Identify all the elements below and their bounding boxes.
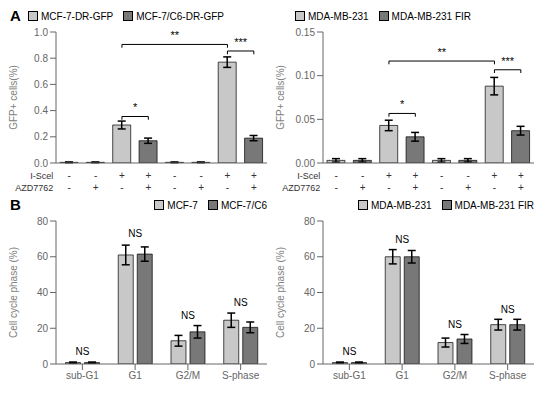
svg-text:0.8: 0.8 [34,53,48,64]
svg-text:+: + [518,182,524,193]
svg-text:0.2: 0.2 [34,131,48,142]
svg-text:sub-G1: sub-G1 [66,370,99,381]
svg-text:NS: NS [128,228,142,239]
svg-text:-: - [387,182,390,193]
svg-text:NS: NS [342,346,356,357]
svg-text:+: + [145,182,151,193]
svg-text:S-phase: S-phase [222,370,260,381]
svg-text:NS: NS [234,297,248,308]
svg-text:-: - [440,182,443,193]
svg-text:-: - [173,182,176,193]
svg-text:-: - [493,182,496,193]
svg-text:-: - [226,182,229,193]
svg-text:GFP+ cells(%): GFP+ cells(%) [275,65,286,130]
svg-text:**: ** [170,29,179,41]
svg-text:+: + [412,182,418,193]
svg-text:G1: G1 [128,370,142,381]
svg-text:AZD7762: AZD7762 [282,183,320,193]
svg-text:-: - [199,170,202,181]
svg-text:-: - [68,182,71,193]
svg-text:0.10: 0.10 [296,70,316,81]
svg-text:60: 60 [37,251,49,262]
svg-text:Cell cycle phase (%): Cell cycle phase (%) [8,247,19,338]
svg-text:G2/M: G2/M [176,370,200,381]
svg-text:+: + [145,170,151,181]
svg-text:40: 40 [37,287,49,298]
html-text:MDA-MB-231 FIR: MDA-MB-231 FIR [454,199,534,211]
svg-text:0.05: 0.05 [296,114,316,125]
html-text:MDA-MB-231: MDA-MB-231 [371,199,432,211]
svg-text:+: + [93,182,99,193]
svg-text:-: - [361,170,364,181]
svg-text:G1: G1 [395,370,409,381]
svg-text:+: + [225,170,231,181]
svg-text:+: + [198,182,204,193]
svg-text:+: + [386,170,392,181]
svg-text:0.6: 0.6 [34,79,48,90]
svg-text:NS: NS [448,319,462,330]
svg-text:G2/M: G2/M [443,370,467,381]
svg-text:+: + [412,170,418,181]
svg-text:0: 0 [309,359,315,370]
svg-text:*: * [133,101,138,113]
svg-text:20: 20 [37,323,49,334]
html-text:B: B [10,196,21,213]
svg-text:+: + [251,170,257,181]
svg-text:20: 20 [304,323,316,334]
svg-text:0.15: 0.15 [296,27,316,38]
svg-text:-: - [120,182,123,193]
svg-text:40: 40 [304,287,316,298]
svg-text:-: - [335,170,338,181]
svg-text:0.00: 0.00 [296,158,316,169]
svg-text:sub-G1: sub-G1 [333,370,366,381]
html-text:MDA-MB-231: MDA-MB-231 [308,10,369,22]
svg-text:+: + [465,182,471,193]
svg-text:0: 0 [42,359,48,370]
svg-text:+: + [360,182,366,193]
svg-text:AZD7762: AZD7762 [15,183,53,193]
html-text:MCF-7/C6-DR-GFP: MCF-7/C6-DR-GFP [136,10,224,22]
svg-text:-: - [68,170,71,181]
svg-text:Cell cycle phase (%): Cell cycle phase (%) [275,247,286,338]
svg-text:**: ** [437,46,446,58]
svg-text:NS: NS [395,234,409,245]
html-text:MCF-7/C6: MCF-7/C6 [220,199,267,211]
svg-text:+: + [251,182,257,193]
svg-text:***: *** [234,36,248,48]
svg-text:80: 80 [37,216,49,227]
svg-text:-: - [440,170,443,181]
html-text:MDA-MB-231 FIR: MDA-MB-231 FIR [391,10,471,22]
svg-text:***: *** [501,55,515,67]
svg-text:I-Scel: I-Scel [297,171,320,181]
svg-text:1.0: 1.0 [34,27,48,38]
svg-text:+: + [518,170,524,181]
svg-text:-: - [94,170,97,181]
html-text:MCF-7-DR-GFP: MCF-7-DR-GFP [41,10,114,22]
svg-text:-: - [466,170,469,181]
svg-text:-: - [173,170,176,181]
svg-text:60: 60 [304,251,316,262]
svg-text:+: + [492,170,498,181]
svg-text:S-phase: S-phase [489,370,527,381]
svg-text:+: + [119,170,125,181]
svg-text:80: 80 [304,216,316,227]
svg-text:0.0: 0.0 [34,158,48,169]
html-text:A: A [10,7,21,24]
svg-text:NS: NS [181,310,195,321]
svg-text:*: * [400,98,405,110]
svg-text:GFP+ cells(%): GFP+ cells(%) [8,65,19,130]
svg-text:I-Scel: I-Scel [30,171,53,181]
svg-text:-: - [335,182,338,193]
svg-text:0.4: 0.4 [34,105,48,116]
html-text:MCF-7: MCF-7 [167,199,198,211]
svg-text:NS: NS [501,304,515,315]
svg-text:NS: NS [75,346,89,357]
